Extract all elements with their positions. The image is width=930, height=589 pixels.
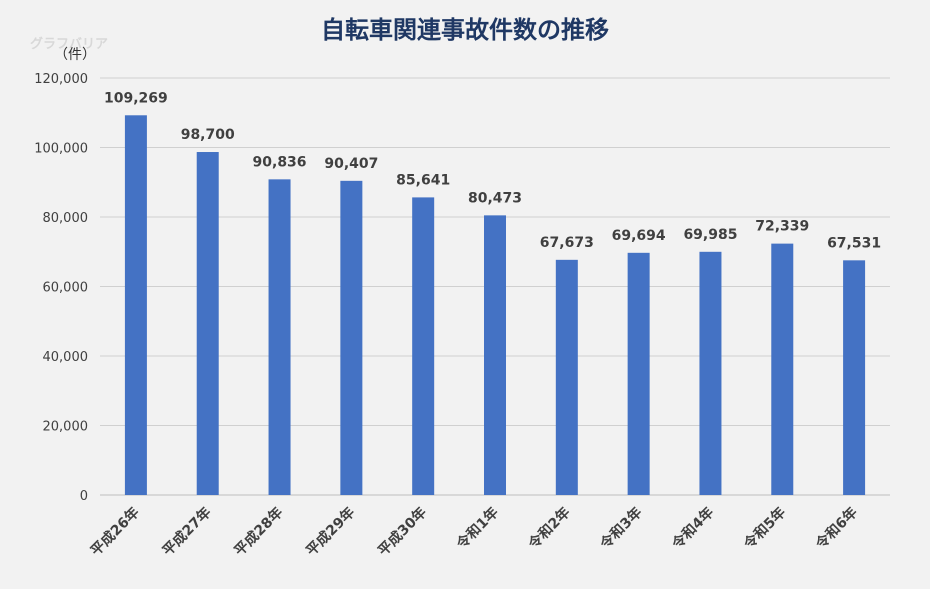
data-label: 90,836 bbox=[253, 154, 307, 170]
x-tick-label: 令和3年 bbox=[596, 504, 645, 553]
data-label: 109,269 bbox=[104, 90, 168, 106]
data-label: 85,641 bbox=[396, 172, 450, 188]
y-tick-label: 60,000 bbox=[43, 281, 89, 296]
x-tick-label: 令和5年 bbox=[740, 504, 789, 553]
bar bbox=[555, 259, 578, 495]
watermark-logo: グラフバリア bbox=[30, 36, 108, 52]
x-tick-label: 令和1年 bbox=[453, 504, 502, 553]
x-tick-label: 平成30年 bbox=[375, 504, 430, 559]
x-tick-label: 令和6年 bbox=[812, 504, 861, 553]
bar bbox=[196, 152, 219, 495]
data-label: 80,473 bbox=[468, 190, 522, 206]
bar bbox=[699, 251, 722, 495]
bar bbox=[412, 197, 435, 495]
y-axis-unit-label: （件） bbox=[54, 47, 96, 63]
y-tick-label: 80,000 bbox=[43, 211, 89, 226]
data-label: 69,694 bbox=[612, 228, 666, 244]
x-tick-label: 平成28年 bbox=[231, 504, 286, 559]
x-tick-label: 平成27年 bbox=[159, 504, 214, 559]
bar bbox=[484, 215, 506, 495]
bar bbox=[771, 243, 794, 495]
bars bbox=[124, 115, 866, 495]
bar bbox=[124, 115, 147, 495]
x-tick-label: 平成26年 bbox=[87, 504, 142, 559]
chart-title: 自転車関連事故件数の推移 bbox=[321, 16, 609, 44]
data-label: 90,407 bbox=[324, 156, 378, 172]
x-tick-label: 令和4年 bbox=[668, 504, 717, 553]
y-tick-label: 0 bbox=[80, 489, 88, 504]
x-axis-ticks: 平成26年 平成27年 平成28年 平成29年 平成30年 令和1年 令和2年 令和3年 令和4… bbox=[87, 504, 861, 559]
data-labels: 109,269 98,700 90,836 90,407 85,641 80,473 67,… bbox=[104, 90, 881, 251]
data-label: 69,985 bbox=[683, 227, 737, 243]
bar bbox=[340, 180, 363, 495]
data-label: 67,531 bbox=[827, 235, 881, 251]
x-tick-label: 平成29年 bbox=[303, 504, 358, 559]
bar bbox=[627, 252, 650, 495]
y-tick-label: 100,000 bbox=[34, 142, 88, 157]
data-label: 67,673 bbox=[540, 235, 594, 251]
x-tick-label: 令和2年 bbox=[524, 504, 573, 553]
y-axis-ticks: 0 20,000 40,000 60,000 80,000 100,000 120,000 bbox=[34, 72, 88, 504]
data-label: 98,700 bbox=[181, 127, 235, 143]
y-tick-label: 120,000 bbox=[34, 72, 88, 87]
bar bbox=[268, 179, 291, 495]
bar bbox=[843, 260, 866, 495]
data-label: 72,339 bbox=[755, 219, 809, 235]
y-tick-label: 20,000 bbox=[43, 420, 89, 435]
y-tick-label: 40,000 bbox=[43, 350, 89, 365]
